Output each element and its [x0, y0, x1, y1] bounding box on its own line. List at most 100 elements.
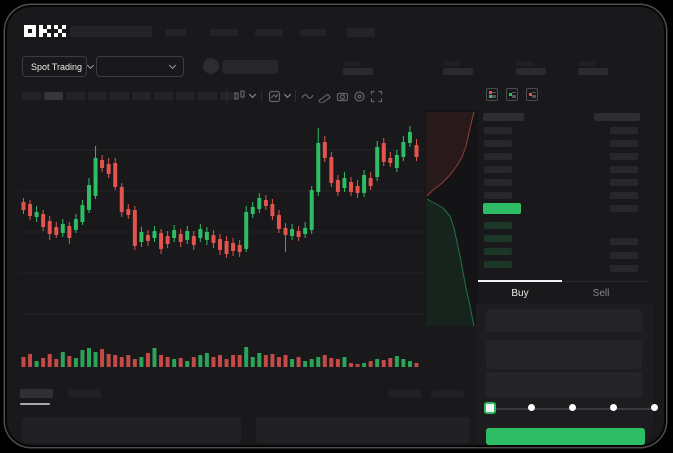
bid-row[interactable] [484, 127, 512, 134]
amount-slider-handle[interactable] [484, 402, 496, 414]
slider-stop[interactable] [569, 404, 576, 411]
candle [381, 143, 386, 162]
fullscreen-icon[interactable] [370, 90, 383, 103]
bid-row[interactable] [484, 153, 512, 160]
timeframe-item[interactable] [176, 92, 195, 100]
volume-bar [106, 354, 111, 367]
candlestick-chart[interactable] [20, 108, 424, 372]
ask-row[interactable] [610, 179, 638, 186]
price-field[interactable] [486, 340, 642, 369]
volume-bar [67, 356, 72, 367]
volume-bar [132, 359, 137, 367]
volume-bar [60, 352, 65, 367]
volume-bar [54, 359, 59, 367]
candle [283, 228, 288, 235]
orderbook-mode-sell-icon[interactable] [526, 88, 538, 101]
bid-row-filled[interactable] [484, 222, 512, 229]
volume-bar [362, 363, 367, 367]
volume-bar [283, 355, 288, 367]
volume-bar [401, 359, 406, 367]
bid-row-filled[interactable] [484, 261, 512, 268]
candle [211, 235, 216, 243]
bid-row[interactable] [484, 192, 512, 199]
timeframe-item[interactable] [66, 92, 85, 100]
submit-buy-button[interactable] [486, 428, 645, 445]
topnav-item[interactable] [165, 29, 186, 36]
volume-bar [407, 361, 412, 367]
topnav-item[interactable] [210, 29, 238, 36]
line-tool-icon[interactable] [301, 90, 314, 103]
volume-bar [218, 355, 222, 367]
ask-row[interactable] [610, 166, 638, 173]
slider-stop[interactable] [610, 404, 617, 411]
bottom-tab-active[interactable] [20, 389, 53, 398]
candle [28, 204, 33, 216]
order-type-field[interactable] [486, 309, 642, 332]
ticker-stat-value [443, 68, 473, 75]
bid-row[interactable] [484, 166, 512, 173]
candle [349, 182, 353, 192]
bottom-tab[interactable] [68, 389, 101, 398]
pair-name-placeholder[interactable] [222, 60, 278, 74]
ask-row[interactable] [610, 192, 638, 199]
tab-sell[interactable]: Sell [592, 288, 610, 299]
tab-buy[interactable]: Buy [511, 288, 529, 299]
candle [394, 155, 399, 168]
camera-icon[interactable] [336, 90, 349, 103]
ticker-stat-value [343, 68, 373, 75]
bid-row[interactable] [484, 140, 512, 147]
topnav-item[interactable] [255, 29, 283, 36]
candle [54, 227, 59, 235]
volume-bar [335, 359, 340, 367]
ruler-icon[interactable] [318, 90, 331, 105]
bottom-action[interactable] [388, 390, 421, 398]
orderbook-mode-both-icon[interactable] [486, 88, 498, 101]
volume-bar [329, 358, 334, 367]
candle [132, 210, 137, 246]
volume-bar [211, 357, 216, 367]
chart-type-icon[interactable] [233, 90, 246, 103]
bottom-action[interactable] [431, 390, 464, 398]
ask-row[interactable] [610, 265, 638, 272]
timeframe-item[interactable] [220, 92, 239, 100]
timeframe-item[interactable] [198, 92, 217, 100]
topnav-item[interactable] [300, 29, 326, 36]
topnav-placeholder-primary[interactable] [70, 26, 152, 37]
ticker-stat-value [516, 68, 546, 75]
candle [355, 186, 360, 193]
settings-icon[interactable] [353, 90, 366, 103]
orderbook-mode-buy-icon[interactable] [506, 88, 518, 101]
last-price-bar[interactable] [483, 203, 521, 214]
volume-bar [309, 359, 314, 367]
ask-row[interactable] [610, 127, 638, 134]
ask-row[interactable] [610, 205, 638, 212]
timeframe-item[interactable] [22, 92, 41, 100]
pair-selector[interactable] [96, 56, 184, 77]
volume-bar [139, 357, 144, 367]
ask-row[interactable] [610, 140, 638, 147]
bid-row-filled[interactable] [484, 235, 512, 242]
volume-bar [381, 360, 386, 367]
ask-row[interactable] [610, 238, 638, 245]
volume-bar [349, 363, 353, 367]
candle [165, 236, 170, 244]
slider-stop[interactable] [528, 404, 535, 411]
indicators-icon[interactable] [268, 90, 281, 103]
candle [316, 143, 321, 192]
slider-stop[interactable] [651, 404, 658, 411]
timeframe-item[interactable] [132, 92, 151, 100]
bid-row[interactable] [484, 179, 512, 186]
timeframe-item[interactable] [110, 92, 129, 100]
timeframe-item[interactable] [88, 92, 107, 100]
bid-row-filled[interactable] [484, 248, 512, 255]
topnav-item[interactable] [347, 28, 375, 37]
timeframe-item[interactable] [154, 92, 173, 100]
amount-field[interactable] [486, 372, 642, 397]
market-type-selector[interactable]: Spot Trading [22, 56, 95, 77]
depth-chart[interactable] [425, 110, 478, 326]
volume-bar [87, 348, 91, 367]
timeframe-item[interactable] [44, 92, 63, 100]
ask-row[interactable] [610, 251, 638, 259]
okx-logo[interactable] [24, 25, 66, 37]
ask-row[interactable] [610, 153, 638, 160]
